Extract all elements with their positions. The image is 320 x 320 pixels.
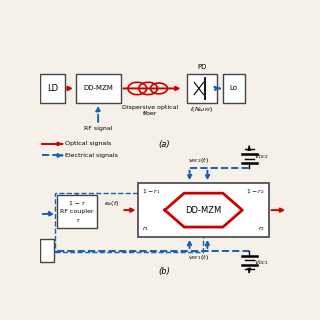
- Text: Lo: Lo: [230, 85, 238, 92]
- Text: $V_{DC1}$: $V_{DC1}$: [254, 258, 269, 267]
- Text: Dispersive optical
fiber: Dispersive optical fiber: [122, 105, 179, 116]
- Text: Optical signals: Optical signals: [65, 141, 111, 146]
- Text: $I(N\omega_{RF})$: $I(N\omega_{RF})$: [190, 105, 214, 114]
- Text: LD: LD: [47, 84, 58, 93]
- Bar: [187, 74, 217, 103]
- Bar: [139, 183, 268, 237]
- Bar: [223, 74, 244, 103]
- Text: RF signal: RF signal: [84, 126, 112, 131]
- Text: 1 − r: 1 − r: [69, 201, 85, 206]
- Text: $1-r_1$: $1-r_1$: [142, 187, 161, 196]
- Text: $V_{DC2}$: $V_{DC2}$: [254, 152, 269, 161]
- Text: $r_1$: $r_1$: [142, 224, 149, 233]
- Text: (a): (a): [158, 140, 170, 149]
- Text: DD-MZM: DD-MZM: [83, 85, 113, 92]
- Text: (b): (b): [158, 267, 170, 276]
- Text: PD: PD: [197, 64, 207, 70]
- Bar: [76, 74, 121, 103]
- Bar: [40, 239, 54, 262]
- Bar: [55, 193, 203, 252]
- Bar: [57, 196, 97, 228]
- Text: $r_2$: $r_2$: [258, 224, 265, 233]
- Text: $1-r_2$: $1-r_2$: [246, 187, 265, 196]
- Text: DD-MZM: DD-MZM: [185, 206, 222, 215]
- Bar: [40, 74, 65, 103]
- Text: r: r: [76, 218, 78, 223]
- Text: $e_a(t)$: $e_a(t)$: [104, 199, 119, 208]
- Text: Electrical signals: Electrical signals: [65, 153, 118, 158]
- Text: $v_{RF1}(t)$: $v_{RF1}(t)$: [188, 253, 209, 262]
- Text: RF coupler: RF coupler: [60, 209, 94, 214]
- Text: $v_{RF2}(t)$: $v_{RF2}(t)$: [188, 156, 209, 165]
